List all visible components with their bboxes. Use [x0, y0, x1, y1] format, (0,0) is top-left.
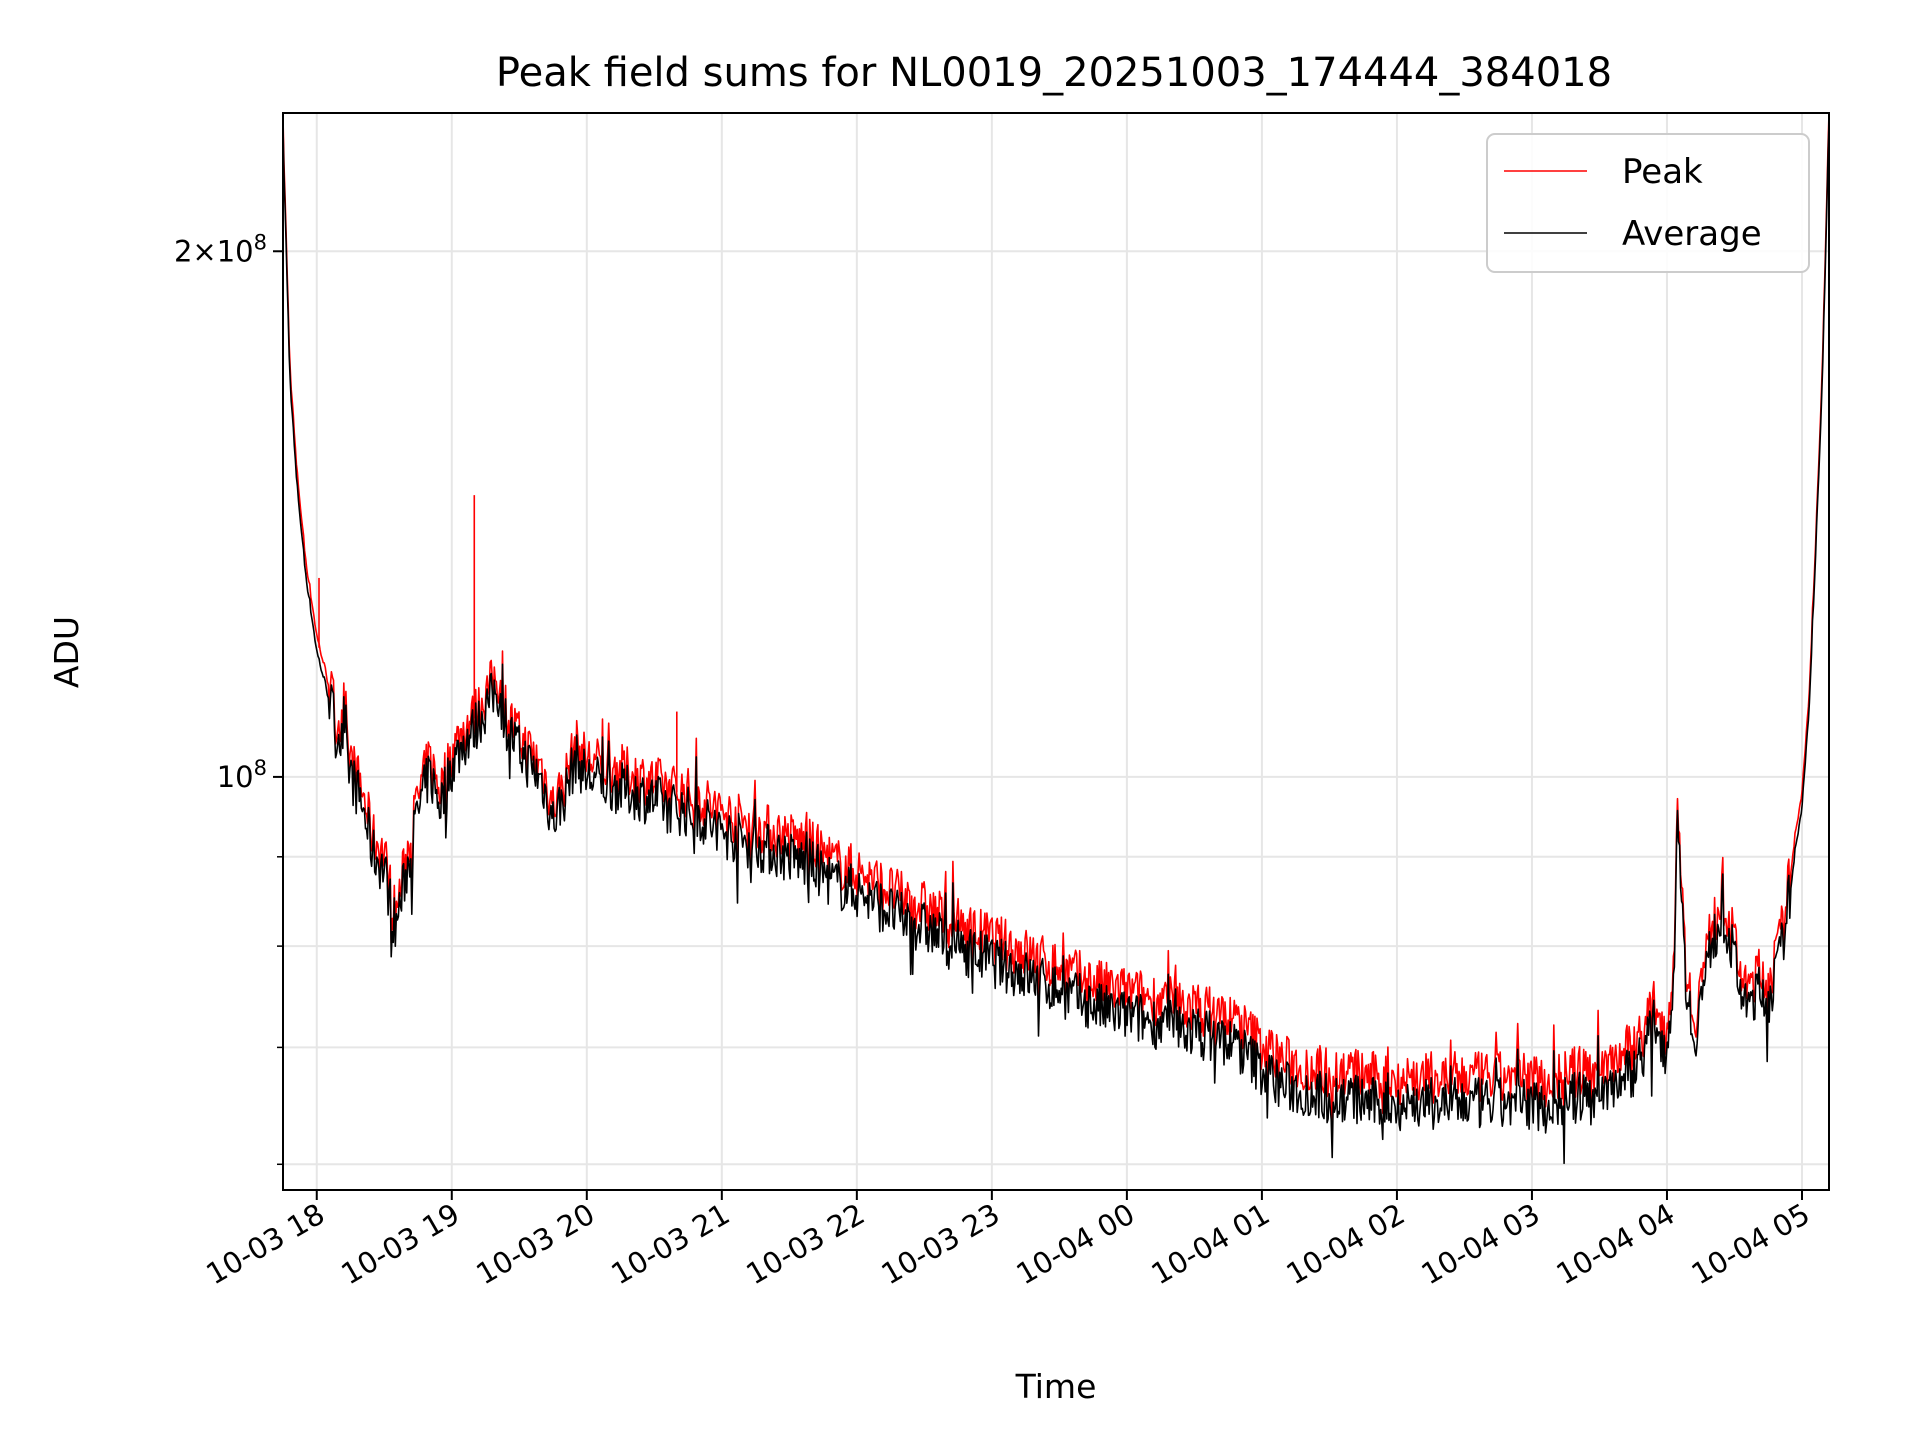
- y-tick-label: 108: [217, 756, 267, 794]
- series-line-average: [283, 122, 1829, 1165]
- legend: Peak Average: [1486, 133, 1810, 273]
- legend-label-peak: Peak: [1622, 152, 1703, 192]
- series-lines: [283, 113, 1829, 1165]
- x-axis-label: Time: [1015, 1367, 1097, 1406]
- y-tick-label: 2×108: [174, 230, 267, 268]
- legend-box: [1486, 133, 1810, 273]
- grid: [283, 113, 1829, 1190]
- plot-frame: [282, 112, 1830, 1191]
- legend-label-average: Average: [1622, 214, 1762, 254]
- y-axis-label: ADU: [47, 616, 86, 688]
- y-axis: 108 2×108: [174, 230, 283, 1166]
- chart-title: Peak field sums for NL0019_20251003_1744…: [496, 50, 1612, 96]
